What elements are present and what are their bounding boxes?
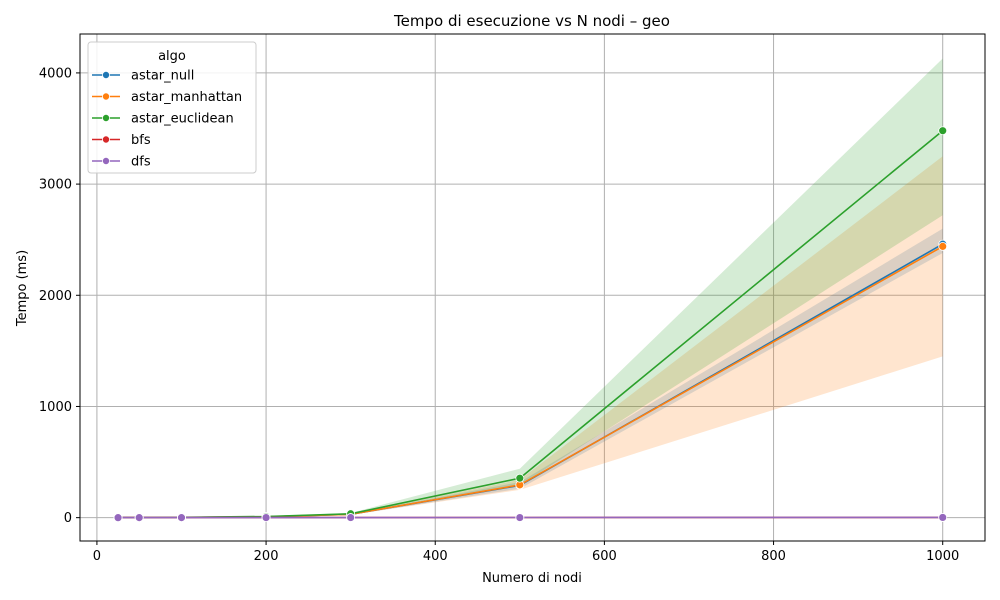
y-axis-label: Tempo (ms) [15,250,30,327]
y-axis-ticks: 0 1000 2000 3000 4000 [39,66,80,526]
y-tick-label: 3000 [39,178,72,193]
x-axis-label: Numero di nodi [482,571,582,586]
point-dfs [177,513,186,523]
legend: algo astar_null astar_manhattan astar_eucl… [87,41,257,174]
x-tick-label: 0 [93,549,101,564]
point-dfs [134,513,144,523]
legend-items: astar_null astar_manhattan astar_euclidean… [92,69,242,170]
point-astar_euclidean [515,473,525,483]
legend-title: algo [158,49,186,64]
legend-marker-dfs [102,156,111,165]
point-astar_manhattan [938,241,948,251]
x-tick-label: 800 [761,549,786,564]
y-tick-label: 1000 [39,400,72,415]
legend-marker-astar_null [102,71,111,80]
x-axis-ticks: 0 200 400 600 800 1000 [93,541,959,564]
point-dfs [346,513,356,522]
legend-marker-bfs [102,135,111,144]
legend-label-astar_manhattan: astar_manhattan [131,90,242,105]
legend-label-bfs: bfs [131,133,151,148]
x-tick-label: 400 [423,549,448,564]
plot-frame [79,33,986,542]
x-tick-label: 200 [254,549,279,564]
point-dfs [515,513,525,522]
y-tick-label: 4000 [39,66,72,81]
legend-box [87,41,257,174]
point-dfs [113,513,123,523]
point-dfs [261,513,271,523]
confidence-band-astar_euclidean [118,58,943,518]
legend-label-dfs: dfs [131,155,151,170]
x-tick-label: 600 [592,549,617,564]
legend-marker-astar_manhattan [102,92,111,101]
legend-label-astar_euclidean: astar_euclidean [131,112,234,127]
chart-title: Tempo di esecuzione vs N nodi – geo [393,12,670,30]
legend-marker-astar_euclidean [102,114,111,123]
x-tick-label: 1000 [926,549,959,564]
point-astar_euclidean [938,126,948,136]
y-tick-label: 2000 [39,289,72,304]
legend-label-astar_null: astar_null [131,69,194,84]
y-tick-label: 0 [64,511,72,526]
series-markers [113,126,948,523]
point-dfs [938,513,948,522]
confidence-band-astar_manhattan [118,156,943,518]
